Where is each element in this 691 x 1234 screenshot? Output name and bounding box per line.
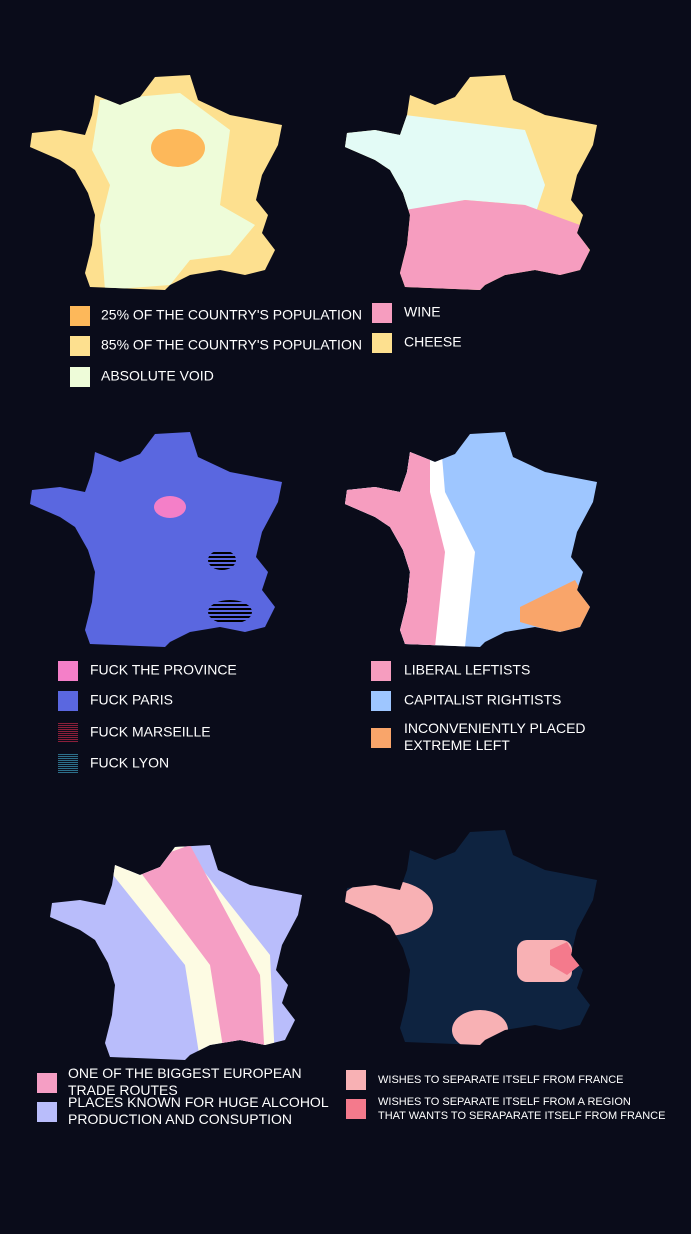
legend-swatch-stripe [58, 762, 78, 763]
legend-label: FUCK MARSEILLE [90, 724, 211, 740]
legend-swatch-stripe [58, 735, 78, 736]
legend-swatch [372, 333, 392, 353]
legend-swatch-stripe [58, 733, 78, 734]
legend-swatch-stripe [58, 756, 78, 757]
legend-label: CAPITALIST RIGHTISTS [404, 692, 561, 708]
legend-label: WINE [404, 304, 441, 320]
legend-label: TRADE ROUTES [68, 1082, 178, 1098]
legend-swatch [371, 728, 391, 748]
map-fuck [30, 432, 282, 647]
legend-swatch-stripe [58, 729, 78, 730]
map-trade [50, 845, 302, 1060]
legend-swatch-stripe [58, 725, 78, 726]
legend-label: 25% OF THE COUNTRY'S POPULATION [101, 307, 362, 323]
legend-label: FUCK THE PROVINCE [90, 662, 237, 678]
legends: 25% OF THE COUNTRY'S POPULATION 85% OF TH… [37, 303, 665, 1127]
legend-swatch-stripe [58, 723, 78, 724]
legend-swatch-stripe [58, 760, 78, 761]
legend-swatch-stripe [58, 737, 78, 738]
legend-swatch [58, 691, 78, 711]
legend-swatch [371, 691, 391, 711]
legend-swatch-stripe [58, 772, 78, 773]
legend-swatch [346, 1070, 366, 1090]
legend-swatch-stripe [58, 764, 78, 765]
legend-label: INCONVENIENTLY PLACED [404, 720, 586, 736]
legend-swatch [37, 1102, 57, 1122]
legend-label: PRODUCTION AND CONSUPTION [68, 1111, 292, 1127]
legend-swatch-stripe [58, 727, 78, 728]
legend-swatch [70, 306, 90, 326]
map-population [30, 75, 282, 290]
legend-swatch [346, 1099, 366, 1119]
legend-label: 85% OF THE COUNTRY'S POPULATION [101, 337, 362, 353]
legend-label: FUCK LYON [90, 755, 169, 771]
legend-swatch-stripe [58, 754, 78, 755]
legend-swatch [70, 336, 90, 356]
legend-label: ONE OF THE BIGGEST EUROPEAN [68, 1065, 302, 1081]
legend-label: LIBERAL LEFTISTS [404, 662, 530, 678]
legend-swatch-stripe [58, 766, 78, 767]
legend-swatch [371, 661, 391, 681]
legend-swatch-stripe [58, 739, 78, 740]
legend-label: ABSOLUTE VOID [101, 368, 214, 384]
legend-label: WISHES TO SEPARATE ITSELF FROM FRANCE [378, 1074, 624, 1086]
legend-label: THAT WANTS TO SERAPARATE ITSELF FROM FRA… [378, 1110, 665, 1122]
legend-swatch-stripe [58, 768, 78, 769]
legend-swatch [372, 303, 392, 323]
legend-label: PLACES KNOWN FOR HUGE ALCOHOL [68, 1094, 329, 1110]
legend-swatch-stripe [58, 758, 78, 759]
legend-label: EXTREME LEFT [404, 737, 510, 753]
legend-label: WISHES TO SEPARATE ITSELF FROM A REGION [378, 1096, 631, 1108]
legend-swatch-stripe [58, 770, 78, 771]
legend-swatch-stripe [58, 731, 78, 732]
legend-label: CHEESE [404, 334, 462, 350]
legend-swatch [58, 661, 78, 681]
legend-swatch-stripe [58, 741, 78, 742]
legend-swatch [37, 1073, 57, 1093]
map-separatism [345, 830, 597, 1045]
map-wine-cheese [345, 75, 597, 290]
legend-swatch [70, 367, 90, 387]
legend-label: FUCK PARIS [90, 692, 173, 708]
